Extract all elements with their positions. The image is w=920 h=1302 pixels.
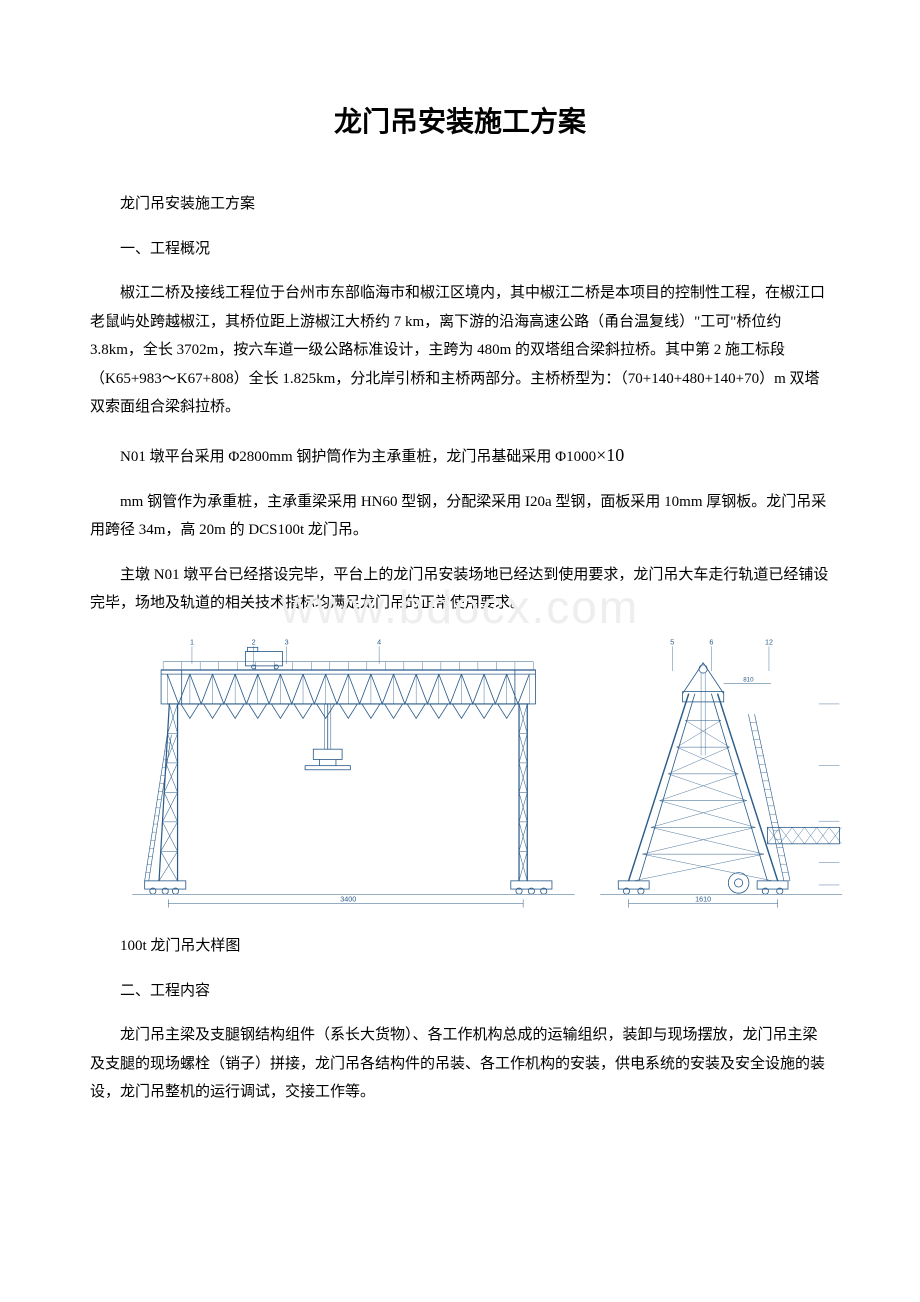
para2-multiplier: ×10 <box>596 445 624 465</box>
svg-text:12: 12 <box>765 637 773 646</box>
section-2-heading: 二、工程内容 <box>90 977 830 1006</box>
svg-text:5: 5 <box>670 637 674 646</box>
diagram-caption: 100t 龙门吊大样图 <box>90 932 830 961</box>
paragraph-2: N01 墩平台采用 Φ2800mm 钢护筒作为主承重桩，龙门吊基础采用 Φ100… <box>90 438 830 472</box>
crane-diagram: 34001234161081056127118910 <box>122 634 842 917</box>
svg-text:1: 1 <box>190 637 194 646</box>
para2-prefix: N01 墩平台采用 Φ2800mm 钢护筒作为主承重桩，龙门吊基础采用 Φ100… <box>120 449 596 465</box>
svg-text:3400: 3400 <box>340 894 356 903</box>
section-1-heading: 一、工程概况 <box>90 235 830 264</box>
svg-text:3: 3 <box>285 637 289 646</box>
svg-text:6: 6 <box>709 637 713 646</box>
svg-text:1610: 1610 <box>695 894 711 903</box>
svg-text:2: 2 <box>252 637 256 646</box>
svg-text:810: 810 <box>743 676 754 683</box>
subtitle-text: 龙门吊安装施工方案 <box>90 190 830 219</box>
svg-text:4: 4 <box>377 637 381 646</box>
document-title: 龙门吊安装施工方案 <box>90 100 830 140</box>
crane-svg: 34001234161081056127118910 <box>122 634 842 912</box>
paragraph-5: 龙门吊主梁及支腿钢结构组件（系长大货物）、各工作机构总成的运输组织，装卸与现场摆… <box>90 1021 830 1107</box>
paragraph-4: 主墩 N01 墩平台已经搭设完毕，平台上的龙门吊安装场地已经达到使用要求，龙门吊… <box>90 561 830 618</box>
paragraph-1: 椒江二桥及接线工程位于台州市东部临海市和椒江区境内，其中椒江二桥是本项目的控制性… <box>90 279 830 422</box>
paragraph-3: mm 钢管作为承重桩，主承重梁采用 HN60 型钢，分配梁采用 I20a 型钢，… <box>90 488 830 545</box>
